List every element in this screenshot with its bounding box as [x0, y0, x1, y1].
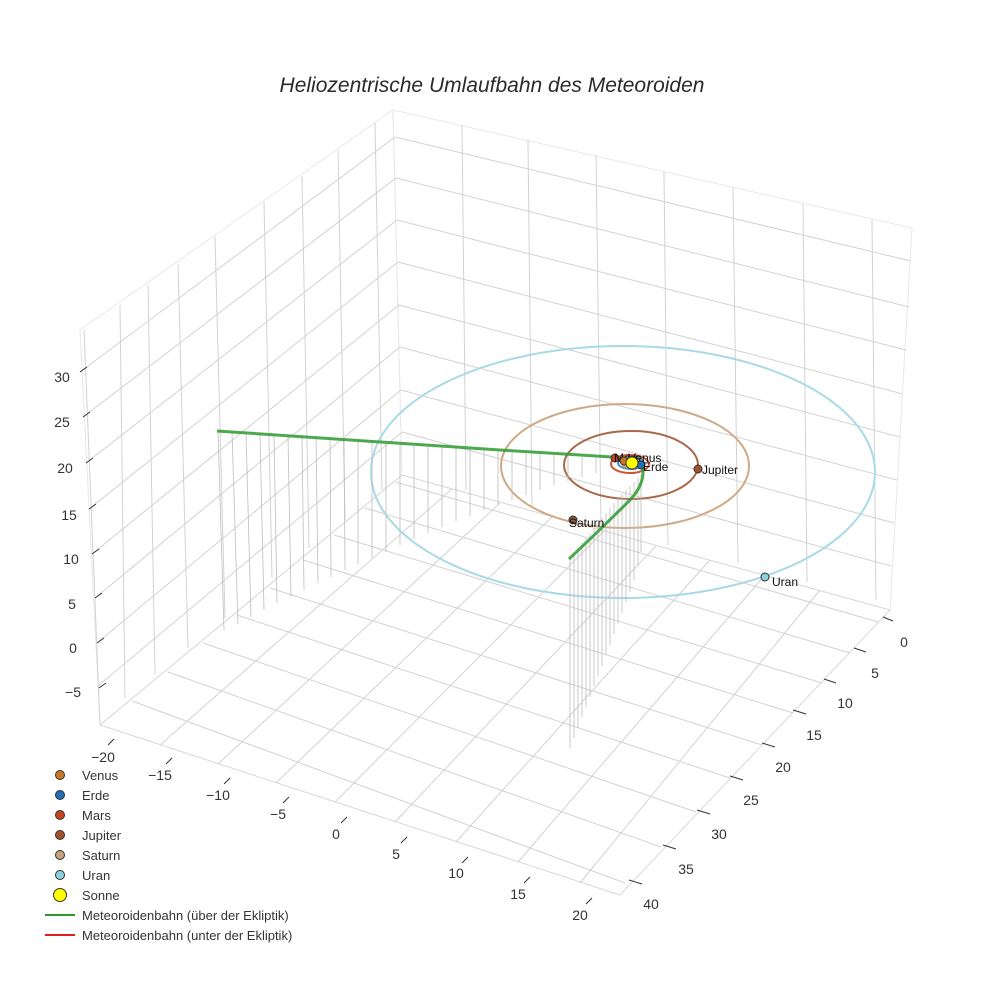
legend-item[interactable]: Meteoroidenbahn (über der Ekliptik) [40, 905, 292, 925]
x-axis-tick-label: 15 [510, 886, 526, 902]
z-axis-tick-label: 5 [68, 596, 76, 612]
y-axis-tick-label: 20 [775, 759, 791, 775]
legend-marker-icon [40, 830, 80, 840]
y-axis-tick-label: 40 [643, 896, 659, 912]
x-axis-tick-label: −5 [270, 806, 286, 822]
planet-label-erde: Erde [643, 460, 669, 474]
legend-item[interactable]: Erde [40, 785, 292, 805]
z-axis-tick-label: 20 [57, 460, 73, 476]
legend-marker-icon [40, 810, 80, 820]
planet-marker-sonne[interactable] [625, 456, 639, 470]
legend-item[interactable]: Mars [40, 805, 292, 825]
orbit-uran [370, 345, 876, 599]
axis-grid [79, 109, 913, 896]
x-axis-tick-label: 0 [332, 826, 340, 842]
planet-marker-mars[interactable] [610, 453, 620, 463]
y-axis-tick-label: 30 [711, 826, 727, 842]
y-axis-tick-label: 10 [837, 695, 853, 711]
legend-marker-icon [40, 888, 80, 902]
legend-marker-icon [40, 770, 80, 780]
y-axis-tick-label: 15 [806, 727, 822, 743]
legend-item[interactable]: Meteoroidenbahn (unter der Ekliptik) [40, 925, 292, 945]
z-axis-tick-label: 10 [63, 551, 79, 567]
legend-label: Mars [82, 807, 111, 823]
x-axis-tick-label: 10 [448, 865, 464, 881]
legend-marker-icon [40, 870, 80, 880]
legend-marker-icon [40, 790, 80, 800]
x-axis-tick-label: −20 [91, 749, 115, 765]
meteoroid-trajectory-above-ecliptic[interactable] [216, 429, 645, 561]
z-axis-tick-label: −5 [65, 684, 81, 700]
chart-title: Heliozentrische Umlaufbahn des Meteoroid… [279, 74, 705, 97]
legend-item[interactable]: Venus [40, 765, 292, 785]
y-axis-tick-label: 5 [871, 665, 879, 681]
trajectory-drop-lines [217, 430, 642, 748]
tick-labels: 30 25 20 15 10 5 0 −5 −20 −15 −10 −5 0 5 10 15 20 0 5 10 15 2… [54, 369, 908, 923]
legend: Venus Erde Mars Jupiter Saturn Uran Sonne Meteo… [40, 765, 292, 945]
legend-item[interactable]: Sonne [40, 885, 292, 905]
y-axis-tick-label: 25 [743, 792, 759, 808]
legend-label: Venus [82, 767, 119, 783]
planet-marker-saturn[interactable] [568, 515, 578, 525]
planet-label-uran: Uran [772, 575, 798, 589]
legend-marker-icon [40, 850, 80, 860]
planet-marker-jupiter[interactable] [693, 464, 703, 474]
legend-label: Uran [82, 867, 111, 883]
legend-label: Erde [82, 787, 110, 803]
legend-item[interactable]: Uran [40, 865, 292, 885]
legend-line-icon [40, 914, 80, 916]
orbit-saturn [500, 403, 750, 529]
planets: MarsVenusErdeJupiterSaturnUran [568, 451, 798, 589]
legend-label: Sonne [82, 887, 120, 903]
y-axis-tick-label: 0 [900, 634, 908, 650]
legend-label: Meteoroidenbahn (über der Ekliptik) [82, 907, 289, 923]
legend-item[interactable]: Saturn [40, 845, 292, 865]
planet-label-saturn: Saturn [569, 516, 604, 530]
legend-label: Meteoroidenbahn (unter der Ekliptik) [82, 927, 293, 943]
x-axis-tick-label: 5 [392, 846, 400, 862]
x-axis-tick-label: −15 [148, 767, 172, 783]
z-axis-tick-label: 30 [54, 369, 70, 385]
legend-label: Jupiter [82, 827, 122, 843]
legend-label: Saturn [82, 847, 121, 863]
orbit-mars [610, 454, 650, 474]
tick-marks [79, 366, 894, 905]
z-axis-tick-label: 15 [61, 507, 77, 523]
z-axis-tick-label: 25 [54, 414, 70, 430]
planet-label-jupiter: Jupiter [702, 463, 738, 477]
x-axis-tick-label: 20 [572, 907, 588, 923]
z-axis-tick-label: 0 [69, 640, 77, 656]
planet-orbits [370, 345, 876, 599]
y-axis-tick-label: 35 [678, 861, 694, 877]
planet-marker-uran[interactable] [760, 572, 770, 582]
legend-item[interactable]: Jupiter [40, 825, 292, 845]
x-axis-tick-label: −10 [206, 787, 230, 803]
legend-line-icon [40, 934, 80, 936]
